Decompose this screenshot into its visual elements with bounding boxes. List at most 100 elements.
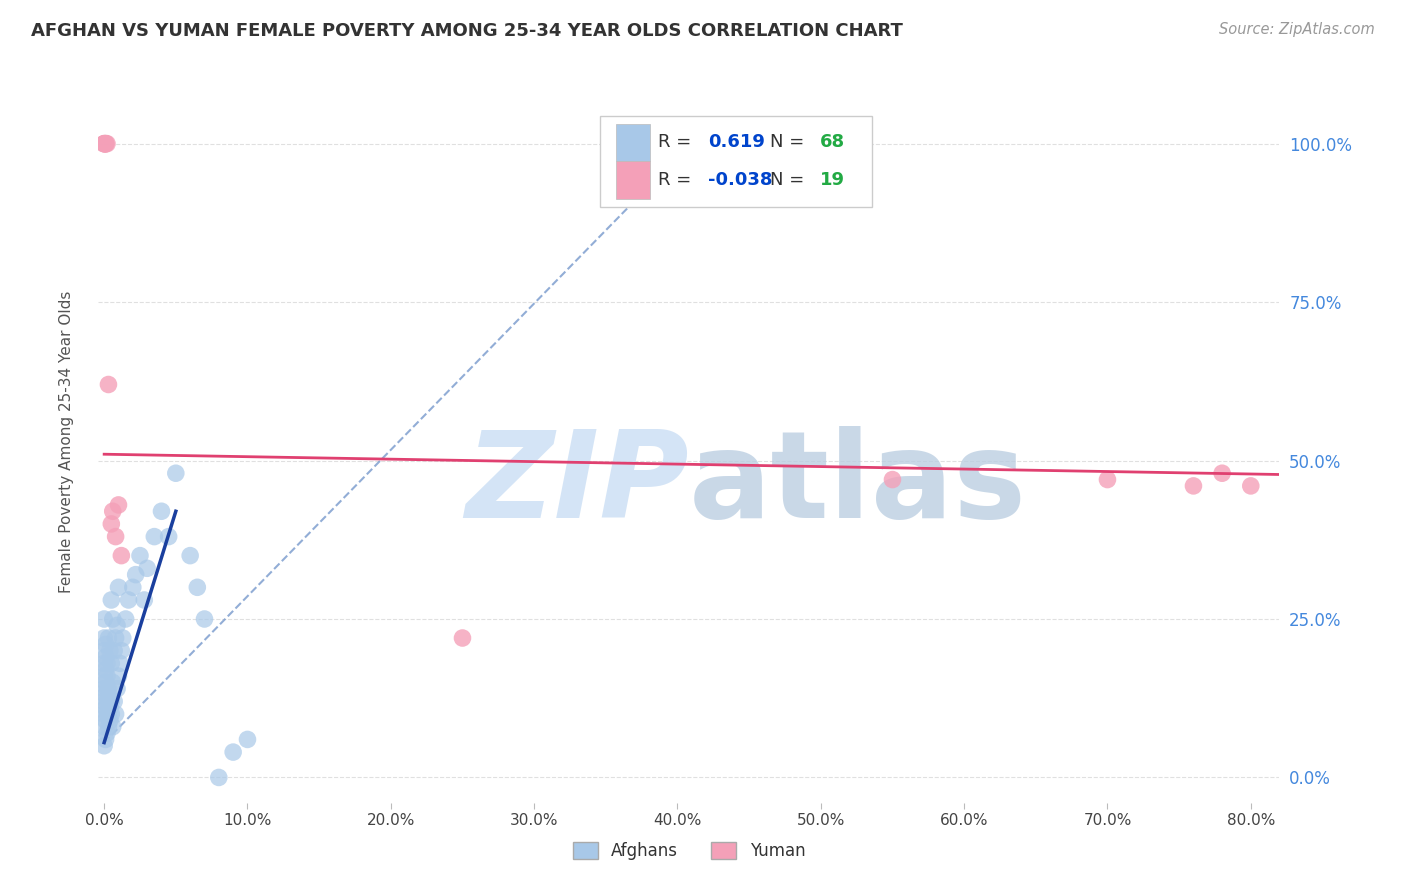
Text: 0.619: 0.619 xyxy=(707,134,765,152)
Point xyxy=(1211,467,1233,481)
Point xyxy=(93,136,115,151)
Point xyxy=(98,643,121,657)
Point xyxy=(100,694,122,708)
Point xyxy=(96,681,118,696)
Text: N =: N = xyxy=(770,134,810,152)
Y-axis label: Female Poverty Among 25-34 Year Olds: Female Poverty Among 25-34 Year Olds xyxy=(59,291,75,592)
Point xyxy=(94,136,117,151)
Point xyxy=(94,136,117,151)
Point xyxy=(93,707,115,722)
Point xyxy=(103,643,125,657)
Point xyxy=(97,631,120,645)
Point xyxy=(104,530,127,544)
Point xyxy=(101,720,124,734)
Point xyxy=(165,467,187,481)
Point xyxy=(1097,473,1119,487)
Text: N =: N = xyxy=(770,171,810,189)
Point xyxy=(97,720,120,734)
Point xyxy=(100,516,122,531)
Point xyxy=(150,504,173,518)
Point xyxy=(94,714,117,728)
Point xyxy=(104,707,127,722)
Point xyxy=(179,549,201,563)
Point xyxy=(117,593,139,607)
Point xyxy=(98,688,121,702)
Point xyxy=(93,643,115,657)
Point xyxy=(98,714,121,728)
Point xyxy=(101,612,124,626)
Point xyxy=(186,580,208,594)
Point xyxy=(94,700,117,714)
FancyBboxPatch shape xyxy=(600,117,872,207)
Point xyxy=(94,732,117,747)
Point xyxy=(208,771,231,785)
Point xyxy=(143,530,166,544)
Point xyxy=(96,726,118,740)
Point xyxy=(94,136,117,151)
Point xyxy=(97,707,120,722)
Point xyxy=(96,136,118,151)
Point xyxy=(1182,479,1205,493)
Text: R =: R = xyxy=(658,171,697,189)
Point xyxy=(108,657,131,671)
Point xyxy=(107,669,129,683)
Legend: Afghans, Yuman: Afghans, Yuman xyxy=(567,835,811,867)
Point xyxy=(101,675,124,690)
Point xyxy=(97,694,120,708)
Point xyxy=(100,707,122,722)
Point xyxy=(236,732,259,747)
Point xyxy=(110,549,132,563)
Text: R =: R = xyxy=(658,134,697,152)
Point xyxy=(96,657,118,671)
Point xyxy=(94,688,117,702)
Text: Source: ZipAtlas.com: Source: ZipAtlas.com xyxy=(1219,22,1375,37)
Point xyxy=(157,530,180,544)
Point xyxy=(97,681,120,696)
Point xyxy=(222,745,245,759)
Point xyxy=(93,739,115,753)
Point xyxy=(101,504,124,518)
Point xyxy=(103,694,125,708)
Point xyxy=(105,681,128,696)
Point xyxy=(93,681,115,696)
Point xyxy=(107,580,129,594)
Point xyxy=(136,561,159,575)
Point xyxy=(1240,479,1263,493)
Point xyxy=(93,720,115,734)
Point xyxy=(100,657,122,671)
Point xyxy=(96,669,118,683)
Text: AFGHAN VS YUMAN FEMALE POVERTY AMONG 25-34 YEAR OLDS CORRELATION CHART: AFGHAN VS YUMAN FEMALE POVERTY AMONG 25-… xyxy=(31,22,903,40)
Point xyxy=(104,631,127,645)
Point xyxy=(94,637,117,651)
Point xyxy=(94,650,117,665)
Point xyxy=(93,612,115,626)
Point xyxy=(882,473,904,487)
Point xyxy=(93,136,115,151)
Point xyxy=(98,700,121,714)
Point xyxy=(451,631,474,645)
Text: 19: 19 xyxy=(820,171,845,189)
Point xyxy=(114,612,136,626)
Point xyxy=(105,618,128,632)
Point xyxy=(93,657,115,671)
Point xyxy=(193,612,215,626)
Point xyxy=(111,631,134,645)
Text: ZIP: ZIP xyxy=(465,426,689,543)
Point xyxy=(100,593,122,607)
Point xyxy=(96,707,118,722)
FancyBboxPatch shape xyxy=(616,124,650,161)
Point xyxy=(93,669,115,683)
Text: 68: 68 xyxy=(820,134,845,152)
Point xyxy=(125,567,148,582)
Point xyxy=(93,694,115,708)
Point xyxy=(129,549,152,563)
Point xyxy=(107,498,129,512)
Text: atlas: atlas xyxy=(689,426,1026,543)
Text: -0.038: -0.038 xyxy=(707,171,772,189)
Point xyxy=(110,643,132,657)
Point xyxy=(93,136,115,151)
Point xyxy=(96,694,118,708)
FancyBboxPatch shape xyxy=(616,161,650,199)
Point xyxy=(94,675,117,690)
Point xyxy=(94,663,117,677)
